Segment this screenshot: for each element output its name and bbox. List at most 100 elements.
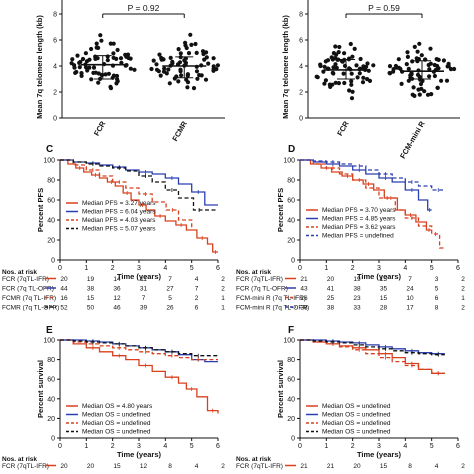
data-point	[77, 65, 82, 70]
risk-cell: 2	[461, 286, 465, 293]
risk-cell: 33	[353, 305, 361, 312]
x-axis-label: Time (years)	[117, 450, 162, 459]
data-point	[336, 81, 341, 86]
data-point	[79, 71, 84, 76]
data-point	[349, 96, 355, 101]
data-point	[158, 73, 163, 78]
risk-cell: 11	[140, 276, 147, 283]
data-point	[111, 51, 116, 56]
legend-label: Median PFS = 5.07 years	[82, 226, 156, 233]
risk-cell: 52	[60, 305, 68, 312]
data-point	[322, 81, 327, 86]
y-tick-label: 0	[291, 436, 295, 443]
data-point	[95, 56, 100, 61]
data-point	[111, 55, 116, 60]
data-point	[436, 57, 441, 63]
risk-row-label: FCMR (7q TL-IFR)	[2, 295, 56, 302]
risk-cell: 14	[113, 276, 121, 283]
x-tick-label: 5	[190, 443, 194, 450]
y-tick-label: 80	[287, 178, 295, 185]
data-point	[105, 54, 110, 59]
data-point	[417, 41, 422, 46]
risk-row-label: FCR (7qTL-IFR)	[2, 276, 49, 283]
data-point	[318, 63, 323, 69]
y-tick-label: 40	[47, 396, 55, 403]
risk-cell: 39	[140, 305, 148, 312]
risk-table-header: Nos. at risk	[2, 269, 37, 276]
panel-label: E	[46, 325, 53, 336]
data-point	[349, 71, 354, 76]
data-point	[361, 64, 366, 69]
data-point	[128, 66, 133, 71]
risk-cell: 25	[327, 295, 335, 302]
data-point	[341, 71, 346, 76]
risk-cell: 7	[195, 286, 199, 293]
data-point	[342, 80, 347, 86]
series-line	[60, 159, 218, 253]
data-point	[94, 45, 99, 50]
x-tick-label: 0	[298, 265, 302, 272]
data-point	[406, 66, 411, 71]
data-point	[349, 79, 354, 84]
data-point	[186, 51, 192, 56]
x-tick-label: 3	[377, 443, 381, 450]
data-point	[96, 80, 101, 85]
data-point	[361, 75, 366, 80]
x-tick-label: 0	[58, 265, 62, 272]
data-point	[191, 86, 197, 91]
p-value-label: P = 0.92	[128, 3, 160, 13]
data-point	[168, 55, 173, 61]
y-tick-label: 8	[53, 12, 57, 19]
data-point	[176, 47, 181, 52]
data-point	[178, 51, 183, 56]
x-tick-label: FCMR	[170, 119, 189, 143]
panel-label: F	[288, 325, 294, 336]
data-point	[333, 44, 338, 49]
data-point	[204, 55, 209, 60]
data-point	[391, 69, 396, 74]
x-tick-label: 5	[430, 265, 434, 272]
risk-cell: 20	[60, 463, 68, 470]
y-tick-label: 4	[299, 64, 303, 71]
risk-cell: 20	[87, 463, 95, 470]
data-point	[115, 79, 120, 84]
y-tick-label: 2	[299, 90, 303, 97]
series-line	[60, 339, 218, 357]
risk-cell: 4	[195, 463, 199, 470]
y-tick-label: 100	[43, 338, 55, 345]
data-point	[203, 77, 209, 82]
risk-cell: 8	[435, 305, 439, 312]
risk-cell: 8	[408, 463, 412, 470]
x-axis-label: Time (years)	[357, 450, 402, 459]
legend-label: Median OS = undefined	[322, 429, 391, 436]
risk-cell: 4	[195, 276, 199, 283]
x-tick-label: 1	[324, 265, 328, 272]
x-tick-label: 3	[137, 443, 141, 450]
data-point	[75, 53, 80, 58]
data-point	[355, 75, 360, 80]
data-point	[78, 59, 83, 65]
y-tick-label: 0	[291, 258, 295, 265]
data-point	[132, 67, 137, 72]
x-tick-label: 2	[351, 443, 355, 450]
data-point	[314, 74, 319, 79]
risk-cell: 10	[406, 295, 414, 302]
y-tick-label: 8	[299, 12, 303, 19]
x-tick-label: 1	[84, 265, 88, 272]
x-tick-label: 6	[456, 443, 460, 450]
risk-cell: 43	[300, 286, 308, 293]
data-point	[418, 81, 424, 87]
data-point	[322, 64, 327, 69]
y-tick-label: 20	[287, 416, 295, 423]
legend-label: Median PFS = 4.03 years	[82, 217, 156, 224]
data-point	[387, 64, 393, 69]
data-point	[337, 44, 342, 50]
risk-cell: 5	[168, 295, 172, 302]
data-point	[444, 78, 450, 83]
data-point	[111, 41, 116, 46]
data-point	[73, 70, 78, 75]
risk-row-label: FCR (7qTL-IFR)	[2, 463, 49, 470]
risk-cell: 19	[87, 276, 95, 283]
data-point	[185, 72, 190, 77]
